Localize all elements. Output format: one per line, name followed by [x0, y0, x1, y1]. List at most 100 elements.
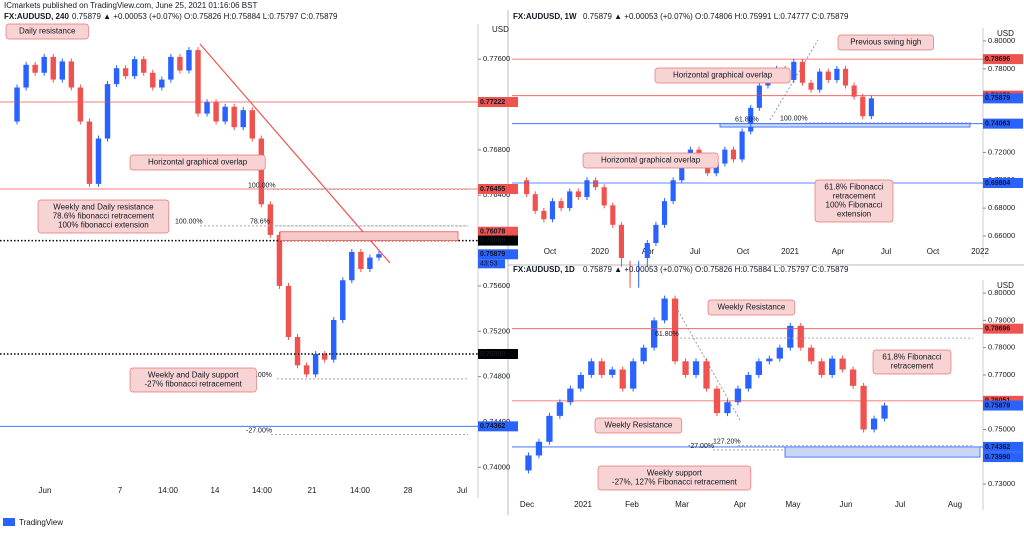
annotation-text: Daily resistance: [19, 27, 76, 36]
y-tick-label: 0.75000: [988, 424, 1015, 433]
annotation-text: extension: [837, 210, 871, 219]
price-badge-label: 0.74362: [985, 444, 1010, 451]
annotation-text: 61.8% Fibonacci: [882, 353, 941, 362]
price-badge: [478, 235, 518, 246]
annotation-box: [872, 349, 952, 375]
annotation-text: Horizontal graphical overlap: [673, 71, 773, 80]
annotation-text: Weekly support: [647, 469, 703, 478]
currency: USD: [997, 29, 1014, 38]
price-badge-label: 0.76078: [480, 229, 505, 236]
annotation-text: Weekly Resistance: [717, 303, 785, 312]
annotation-box: [814, 179, 894, 223]
price-axis: 0.80000 0.79000 0.78000 0.77000 0.75000 0.730…: [983, 288, 1015, 488]
trend-line: [199, 43, 391, 264]
y-tick-label: 0.78000: [988, 64, 1015, 73]
annotation-box: [37, 199, 170, 234]
price-badge: [983, 177, 1023, 188]
time-label: 2021: [574, 500, 592, 509]
annotation-text: 78.6% fibonacci retracement: [53, 212, 155, 221]
panel-title: FX:AUDUSD, 1D: [513, 265, 575, 274]
annotation-box: [707, 299, 796, 316]
annotation-text: 61.8% Fibonacci: [824, 183, 883, 192]
y-tick-label: 0.66000: [988, 231, 1015, 240]
annotation-text: Horizontal graphical overlap: [148, 158, 248, 167]
price-badge: [983, 452, 1023, 463]
fib-label: 61.80%: [735, 117, 759, 124]
price-badge-label: 0.69804: [985, 180, 1010, 187]
annotation-text: -27%, 127% Fibonacci retracement: [612, 478, 738, 487]
price-badge-label: 0.78696: [985, 56, 1010, 63]
y-tick-label: 0.80000: [988, 288, 1015, 297]
panel-title: FX:AUDUSD, 1W: [513, 12, 577, 21]
fib-label: 100.00%: [175, 219, 203, 226]
price-badge-label: 0.75879: [985, 95, 1010, 102]
price-badge-label: 0.74362: [480, 423, 505, 430]
time-label: Oct: [544, 247, 557, 256]
annotation-box: [594, 417, 683, 434]
time-label: Mar: [675, 500, 689, 509]
time-label: Dec: [520, 500, 534, 509]
countdown: 43:53: [480, 261, 498, 268]
price-badge-label: 0.74063: [985, 121, 1010, 128]
zone: [719, 123, 971, 128]
y-tick-label: 0.78000: [988, 343, 1015, 352]
panel-title: FX:AUDUSD, 240: [4, 12, 69, 21]
price-badge: [983, 323, 1023, 334]
time-label: May: [785, 500, 800, 509]
time-label: 14:00: [158, 486, 179, 495]
currency: USD: [492, 25, 509, 34]
price-badge-label: 0.75000: [480, 351, 505, 358]
time-label: Jun: [39, 486, 52, 495]
time-label: Apr: [734, 500, 747, 509]
y-tick-label: 0.79000: [988, 315, 1015, 324]
y-tick-label: 0.76800: [483, 145, 510, 154]
logo: [3, 518, 15, 526]
y-tick-label: 0.68000: [988, 203, 1015, 212]
annotation-box: [597, 465, 752, 491]
time-label: Oct: [927, 247, 940, 256]
annotation-text: Previous swing high: [850, 38, 921, 47]
price-badge-label: 0.78696: [985, 326, 1010, 333]
fib-line: [769, 39, 819, 121]
time-label: Feb: [625, 500, 639, 509]
annotation-box: [129, 367, 257, 393]
annotation-text: Weekly Resistance: [604, 421, 672, 430]
price-badge-label: 0.76000: [480, 237, 505, 244]
y-tick-label: 0.77600: [483, 54, 510, 63]
fib-label: 100.00%: [248, 182, 276, 189]
y-tick-label: 0.73000: [988, 479, 1015, 488]
fib-label: -27.00%: [246, 427, 272, 434]
zone: [279, 231, 459, 241]
y-tick-label: 0.77000: [988, 370, 1015, 379]
time-label: 7: [118, 486, 123, 495]
time-label: Apr: [832, 247, 845, 256]
time-label: 2021: [781, 247, 799, 256]
publisher: ICmarkets published on TradingView.com, …: [4, 1, 257, 10]
annotation-text: Weekly and Daily support: [148, 371, 239, 380]
annotation-box: [837, 34, 934, 51]
price-badge: [478, 97, 518, 108]
price-badge-label: 0.73990: [985, 454, 1010, 461]
y-tick-label: 0.76400: [483, 190, 510, 199]
time-label: 14: [211, 486, 220, 495]
price-badge: [983, 93, 1023, 104]
panel-quote: 0.75879 ▲ +0.00053 (+0.07%) O:0.75826 H:…: [72, 12, 338, 21]
price-badge: [983, 441, 1023, 452]
panel-quote: 0.75879 ▲ +0.00053 (+0.07%) O:0.75826 H:…: [583, 265, 849, 274]
price-badge-label: 0.75879: [985, 402, 1010, 409]
annotation-text: Weekly and Daily resistance: [53, 203, 154, 212]
annotation-text: Horizontal graphical overlap: [601, 156, 701, 165]
currency: USD: [997, 281, 1014, 290]
annotation-box: [129, 154, 266, 171]
countdown-bg: [478, 259, 505, 269]
annotation-text: retracement: [833, 192, 876, 201]
price-badge: [983, 118, 1023, 129]
time-label: 28: [404, 486, 413, 495]
fib-label: 127.20%: [713, 438, 741, 445]
fib-label: -27.00%: [688, 443, 714, 450]
time-label: 21: [308, 486, 317, 495]
annotation-text: retracement: [891, 362, 934, 371]
time-label: Aug: [948, 500, 962, 509]
time-label: 2022: [971, 247, 989, 256]
